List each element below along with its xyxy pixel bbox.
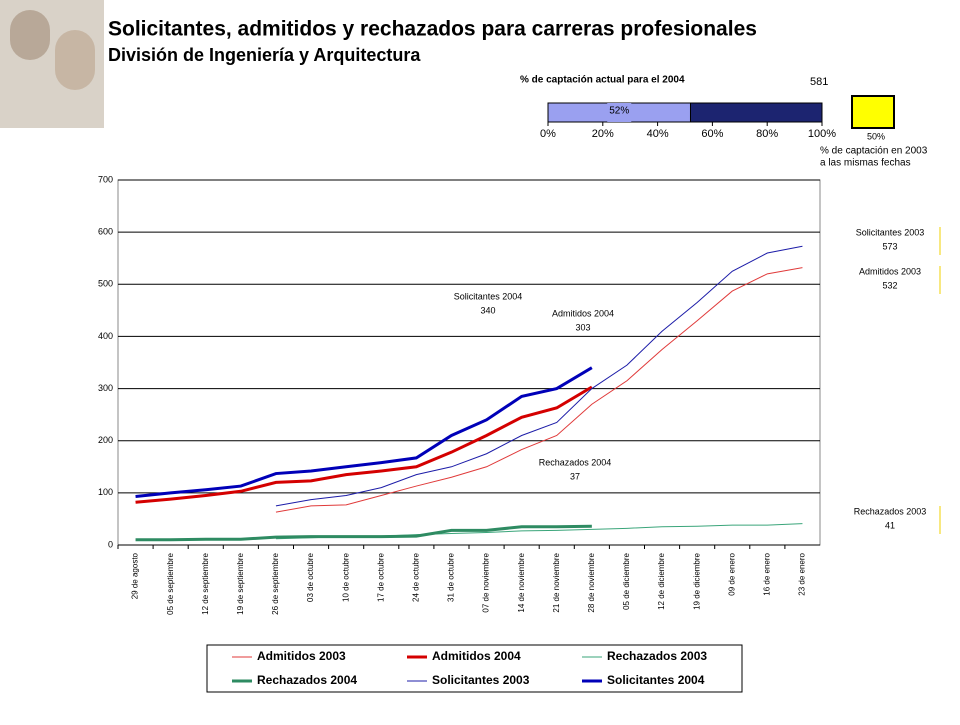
gauge-tick-label: 40% [647, 128, 669, 140]
x-tick-label: 24 de octubre [411, 552, 420, 601]
x-tick-label: 07 de noviembre [482, 552, 491, 612]
y-tick-label: 0 [108, 539, 113, 549]
annotation-value: 340 [480, 305, 495, 315]
plot-area [117, 179, 821, 546]
series-line [135, 366, 593, 498]
x-tick-label: 16 de enero [762, 552, 771, 595]
series-line [135, 524, 592, 542]
gauge-tick-label: 60% [701, 128, 723, 140]
x-tick-label: 26 de septiembre [271, 552, 280, 614]
comparison-box [851, 95, 895, 129]
legend-label: Admitidos 2003 [257, 649, 346, 663]
annotation-label: Admitidos 2003 [859, 266, 921, 276]
y-tick-label: 100 [98, 487, 113, 497]
legend-label: Admitidos 2004 [432, 649, 521, 663]
x-tick-label: 12 de diciembre [657, 552, 666, 609]
legend-label: Rechazados 2004 [257, 673, 357, 687]
legend-label: Rechazados 2003 [607, 649, 707, 663]
y-tick-label: 700 [98, 174, 113, 184]
x-tick-label: 05 de diciembre [622, 552, 631, 609]
gauge-label-box [607, 103, 632, 122]
annotation-label: Rechazados 2004 [539, 457, 612, 467]
annotation-label: Solicitantes 2003 [856, 227, 925, 237]
x-tick-label: 03 de octubre [306, 552, 315, 601]
legend-label: Solicitantes 2004 [607, 673, 705, 687]
photo-figure [55, 30, 95, 90]
gauge-count: 581 [810, 76, 828, 88]
y-tick-label: 400 [98, 331, 113, 341]
series-line [275, 267, 803, 513]
annotation-value: 41 [885, 520, 895, 530]
x-tick-label: 14 de noviembre [517, 552, 526, 612]
x-tick-label: 23 de enero [798, 552, 807, 595]
annotation-value: 37 [570, 471, 580, 481]
series-line [275, 245, 803, 507]
x-tick-label: 10 de octubre [341, 552, 350, 601]
gauge-title: % de captación actual para el 2004 [520, 75, 685, 86]
x-tick-label: 19 de diciembre [692, 552, 701, 609]
comparison-note: a las mismas fechas [820, 158, 911, 169]
y-tick-label: 200 [98, 435, 113, 445]
comparison-note: % de captación en 2003 [820, 146, 928, 157]
gauge-tick-label: 100% [808, 128, 836, 140]
y-tick-label: 500 [98, 279, 113, 289]
x-tick-label: 29 de agosto [131, 552, 140, 599]
x-tick-label: 21 de noviembre [552, 552, 561, 612]
chart-title: Solicitantes, admitidos y rechazados par… [108, 18, 757, 41]
chart-subtitle: División de Ingeniería y Arquitectura [108, 45, 421, 65]
y-tick-label: 600 [98, 227, 113, 237]
x-tick-label: 31 de octubre [447, 552, 456, 601]
annotation-label: Solicitantes 2004 [454, 291, 523, 301]
x-tick-label: 19 de septiembre [236, 552, 245, 614]
gauge-value-label: 52% [609, 106, 629, 117]
x-tick-label: 28 de noviembre [587, 552, 596, 612]
photo-figure [10, 10, 50, 60]
comparison-label: 50% [867, 131, 885, 141]
annotation-label: Rechazados 2003 [854, 506, 927, 516]
legend-label: Solicitantes 2003 [432, 673, 530, 687]
x-tick-label: 17 de octubre [376, 552, 385, 601]
x-tick-label: 12 de septiembre [201, 552, 210, 614]
y-tick-label: 300 [98, 383, 113, 393]
annotation-value: 303 [575, 322, 590, 332]
annotation-value: 573 [882, 241, 897, 251]
legend [206, 644, 743, 693]
gauge-tick-label: 20% [592, 128, 614, 140]
gauge-tick-label: 80% [756, 128, 778, 140]
series-line [135, 385, 593, 504]
x-tick-label: 09 de enero [727, 552, 736, 595]
x-tick-label: 05 de septiembre [166, 552, 175, 614]
annotation-label: Admitidos 2004 [552, 308, 614, 318]
annotation-value: 532 [882, 280, 897, 290]
gauge-tick-label: 0% [540, 128, 556, 140]
